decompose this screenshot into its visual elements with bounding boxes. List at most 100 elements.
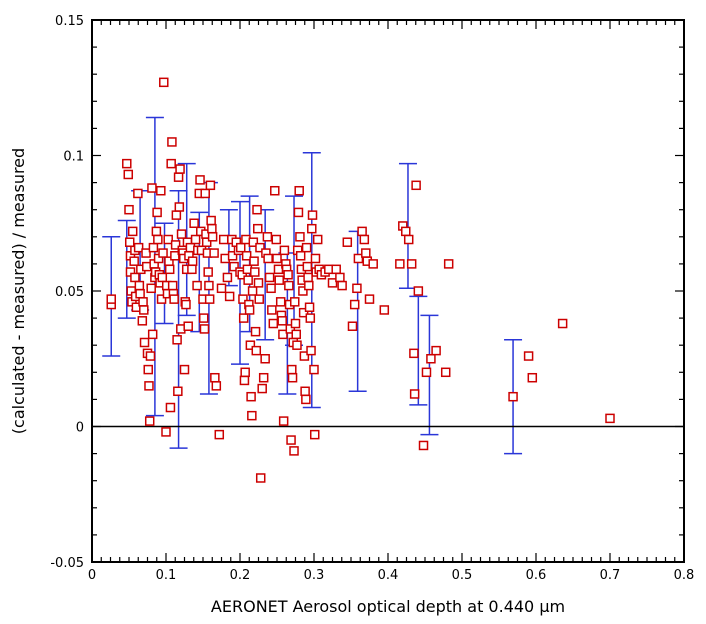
data-point xyxy=(161,427,171,437)
data-point xyxy=(301,394,311,405)
data-point xyxy=(304,302,315,313)
data-point xyxy=(299,351,310,361)
data-point xyxy=(207,223,217,234)
data-point xyxy=(192,280,202,291)
data-point xyxy=(278,329,288,340)
data-point xyxy=(304,280,314,291)
x-tick-label: 0 xyxy=(88,568,96,583)
data-point xyxy=(440,367,451,378)
data-point xyxy=(141,248,151,258)
data-point xyxy=(403,234,414,245)
data-point xyxy=(133,188,143,199)
data-point xyxy=(252,204,262,215)
data-point xyxy=(379,305,390,315)
data-point xyxy=(227,251,238,261)
data-point xyxy=(250,267,260,277)
data-point xyxy=(295,232,305,242)
data-point xyxy=(175,164,185,174)
data-point xyxy=(134,280,145,291)
data-point xyxy=(144,416,155,426)
data-point xyxy=(342,237,353,247)
x-tick-label: 0.5 xyxy=(452,568,473,583)
data-point xyxy=(195,175,205,185)
data-point xyxy=(210,372,220,383)
data-point xyxy=(335,272,345,283)
data-point xyxy=(251,345,262,356)
data-point xyxy=(190,234,201,245)
data-point xyxy=(331,264,341,275)
y-axis-label: (calculated - measured) / measured xyxy=(9,148,28,434)
y-tick-label: 0 xyxy=(76,421,84,436)
data-point xyxy=(173,386,183,397)
data-point xyxy=(283,269,293,280)
data-point xyxy=(247,410,257,421)
data-point xyxy=(239,375,250,386)
data-point xyxy=(123,169,134,180)
y-tick-label: -0.05 xyxy=(50,556,84,571)
data-point xyxy=(248,237,259,247)
data-point xyxy=(411,180,421,191)
data-point xyxy=(305,313,316,323)
data-point xyxy=(395,259,405,269)
data-point xyxy=(124,237,135,247)
data-point xyxy=(289,446,299,456)
data-point xyxy=(171,210,182,220)
data-point xyxy=(151,226,162,237)
data-point xyxy=(224,291,235,302)
data-point xyxy=(238,294,248,304)
data-point xyxy=(307,210,318,220)
data-point xyxy=(266,283,276,294)
y-tick-labels: -0.05 0 0.05 0.1 0.15 xyxy=(50,14,84,571)
data-point xyxy=(238,313,249,323)
data-point xyxy=(275,297,286,307)
x-tick-label: 0.4 xyxy=(378,568,399,583)
data-point xyxy=(127,226,138,237)
data-point xyxy=(277,316,287,326)
data-point xyxy=(139,305,149,315)
data-point xyxy=(298,286,308,296)
data-point xyxy=(174,202,185,212)
y-tick-label: 0.15 xyxy=(55,14,84,29)
data-point xyxy=(401,226,411,237)
data-point xyxy=(303,272,313,283)
data-point xyxy=(137,316,148,326)
data-point xyxy=(240,367,250,378)
data-point xyxy=(258,372,269,383)
data-point xyxy=(183,321,193,331)
data-point xyxy=(508,391,518,402)
data-point xyxy=(204,294,215,304)
data-point xyxy=(290,297,300,307)
data-point xyxy=(421,367,432,378)
data-point-layer xyxy=(106,77,615,483)
data-point xyxy=(163,234,173,245)
data-point xyxy=(279,245,290,256)
data-point xyxy=(310,253,321,264)
data-point xyxy=(278,416,289,426)
data-point xyxy=(198,313,209,323)
data-point xyxy=(244,305,255,315)
data-point xyxy=(292,340,302,350)
data-point xyxy=(204,280,214,291)
data-point xyxy=(270,185,280,196)
data-point xyxy=(413,286,424,296)
data-point xyxy=(199,324,210,334)
data-point xyxy=(206,215,216,226)
data-point xyxy=(349,299,360,310)
data-point xyxy=(327,278,338,288)
data-point xyxy=(143,364,153,375)
data-point xyxy=(243,275,253,285)
data-point xyxy=(229,261,239,272)
data-point xyxy=(290,318,301,329)
y-tick-label: 0.05 xyxy=(55,285,84,300)
data-point xyxy=(255,473,266,483)
x-tick-label: 0.8 xyxy=(674,568,695,583)
data-point xyxy=(122,158,132,169)
data-point xyxy=(274,275,284,285)
data-point xyxy=(148,242,159,253)
data-point xyxy=(169,294,179,304)
data-point xyxy=(295,251,306,261)
data-point xyxy=(158,248,168,258)
data-point xyxy=(287,372,298,383)
data-point xyxy=(214,429,225,440)
data-point xyxy=(418,440,429,451)
